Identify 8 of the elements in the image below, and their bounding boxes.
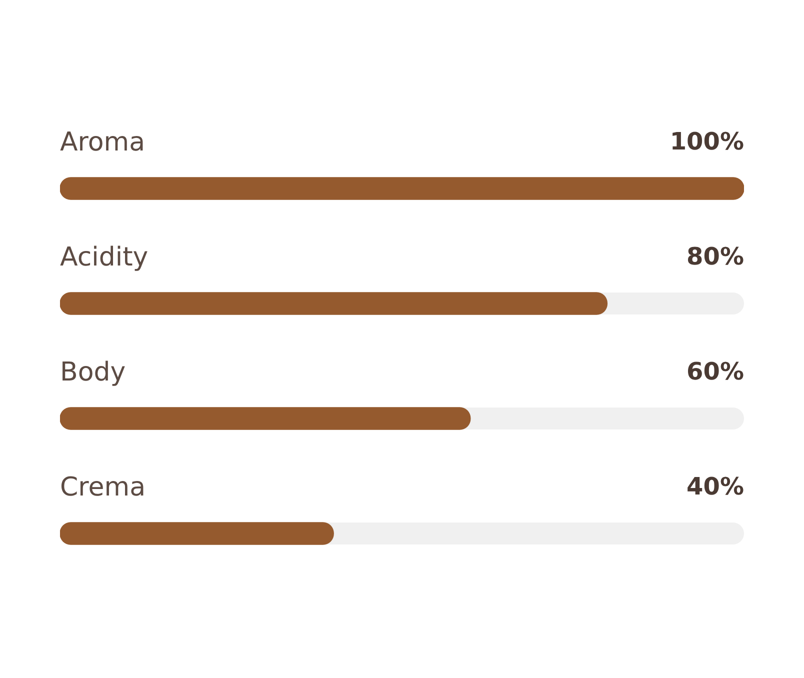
data-label: 100% bbox=[670, 128, 744, 156]
data-label: 80% bbox=[686, 242, 744, 271]
y-tick-label: Acidity bbox=[60, 242, 148, 272]
data-label: 40% bbox=[686, 472, 744, 501]
y-tick-label: Aroma bbox=[60, 127, 146, 158]
data-label: 60% bbox=[686, 358, 744, 386]
y-tick-label: Body bbox=[60, 357, 126, 388]
y-tick-label: Crema bbox=[60, 472, 146, 502]
